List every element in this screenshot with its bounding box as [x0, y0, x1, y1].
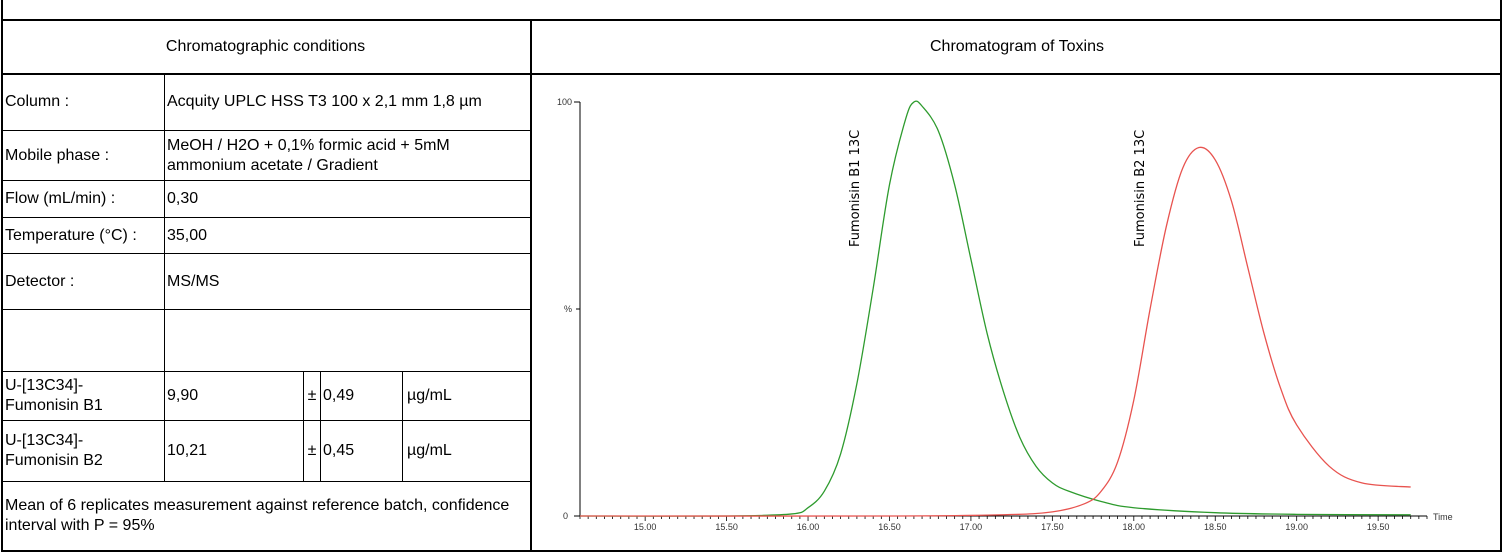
plus-minus: ± — [307, 387, 317, 404]
x-tick-label: 17.50 — [1041, 522, 1064, 532]
fumonisin-b2-unit: µg/mL — [407, 442, 452, 459]
right-header: Chromatogram of Toxins — [930, 37, 1104, 55]
row-divider — [1, 180, 530, 181]
row-divider — [1, 130, 530, 131]
footnote: Mean of 6 replicates measurement against… — [5, 497, 510, 534]
column-value: Acquity UPLC HSS T3 100 x 2,1 mm 1,8 µm — [167, 93, 482, 110]
row-divider — [1, 371, 530, 372]
peak-label-1: Fumonisin B1 13C — [848, 130, 863, 247]
header-bottom-border — [1, 73, 1502, 75]
x-tick-label: 17.00 — [960, 522, 983, 532]
pm-column-divider — [320, 371, 321, 481]
detector-label: Detector : — [5, 272, 75, 290]
left-header: Chromatographic conditions — [165, 37, 366, 55]
fumonisin-b1-unit: µg/mL — [407, 387, 452, 404]
header-top-border — [1, 19, 1502, 21]
value-column-divider — [303, 371, 304, 481]
mobile-phase-label: Mobile phase : — [5, 146, 110, 164]
column-label: Column : — [5, 93, 70, 110]
fumonisin-b1-label: U-[13C34]-Fumonisin B1 — [5, 377, 103, 414]
label-column-divider — [164, 73, 165, 481]
y-tick-label: 100 — [557, 97, 572, 107]
row-divider — [1, 253, 530, 254]
fumonisin-b2-uncertainty: 0,45 — [323, 442, 355, 459]
x-tick-label: 19.50 — [1367, 522, 1390, 532]
series-line-1 — [579, 100, 1411, 517]
x-tick-label: 16.00 — [797, 522, 820, 532]
unit-column-divider — [402, 371, 403, 481]
column-divider — [530, 19, 532, 552]
row-divider — [1, 309, 530, 310]
plus-minus: ± — [307, 442, 317, 459]
temperature-label: Temperature (°C) : — [5, 226, 137, 244]
fumonisin-b2-label: U-[13C34]-Fumonisin B2 — [5, 432, 103, 469]
x-tick-label: 18.50 — [1204, 522, 1227, 532]
flow-label: Flow (mL/min) : — [5, 190, 116, 207]
row-divider — [1, 420, 530, 421]
peak-label-2: Fumonisin B2 13C — [1133, 130, 1148, 247]
fumonisin-b1-value: 9,90 — [167, 387, 199, 404]
y-tick-label: 0 — [563, 511, 568, 521]
mobile-phase-value: MeOH / H2O + 0,1% formic acid + 5mM ammo… — [167, 136, 450, 174]
x-tick-label: 18.00 — [1123, 522, 1146, 532]
x-tick-label: 15.00 — [634, 522, 657, 532]
flow-value: 0,30 — [167, 190, 199, 207]
row-divider — [1, 217, 530, 218]
series-line-2 — [579, 146, 1411, 517]
row-divider — [1, 481, 530, 482]
detector-value: MS/MS — [167, 272, 220, 290]
chromatogram-chart: 100 0% 15.00 15.50 16.00 16.50 17.00 17.50 18.00… — [557, 97, 1453, 532]
x-tick-label: 19.00 — [1285, 522, 1308, 532]
x-axis-label: Time — [1433, 512, 1453, 522]
x-tick-label: 15.50 — [715, 522, 738, 532]
y-axis-label: % — [564, 304, 572, 314]
fumonisin-b1-uncertainty: 0,49 — [323, 387, 355, 404]
chart-axes — [579, 102, 1427, 517]
fumonisin-b2-value: 10,21 — [167, 442, 208, 459]
x-tick-label: 16.50 — [878, 522, 901, 532]
temperature-value: 35,00 — [167, 226, 208, 244]
